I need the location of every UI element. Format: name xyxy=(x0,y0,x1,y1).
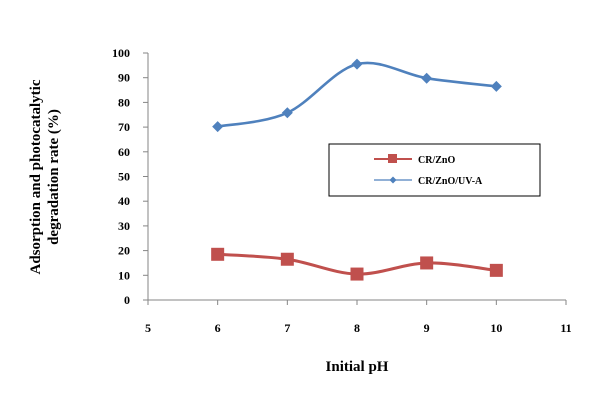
y-tick-label: 80 xyxy=(118,95,130,109)
data-point-diamond xyxy=(421,72,433,84)
x-tick-label: 11 xyxy=(560,321,571,335)
data-point-square xyxy=(280,252,294,266)
data-point-diamond xyxy=(212,121,224,133)
data-point-diamond xyxy=(490,80,502,92)
x-tick-label: 5 xyxy=(145,321,151,335)
y-tick-label: 20 xyxy=(118,244,130,258)
legend-label-cr-zno: CR/ZnO xyxy=(418,155,455,166)
series-cr-zno xyxy=(211,247,503,281)
legend-entry-cr-zno: CR/ZnO xyxy=(374,154,455,166)
y-tick-label: 50 xyxy=(118,170,130,184)
legend-entry-cr-zno-uv-a: CR/ZnO/UV-A xyxy=(374,176,483,187)
data-point-square xyxy=(489,263,503,277)
y-tick-label: 70 xyxy=(118,120,130,134)
legend-box xyxy=(328,143,541,197)
legend-marker-diamond xyxy=(389,176,397,184)
y-tick-label: 30 xyxy=(118,219,130,233)
data-point-diamond xyxy=(351,58,363,70)
y-axis-title: Adsorption and photocatalytic degradatio… xyxy=(28,79,62,274)
x-tick-label: 9 xyxy=(424,321,430,335)
y-axis-title-line2: degradation rate (%) xyxy=(46,109,62,245)
x-tick-label: 10 xyxy=(490,321,502,335)
y-tick-label: 100 xyxy=(112,46,130,60)
y-tick-label: 10 xyxy=(118,268,130,282)
series-cr-zno-uv-a xyxy=(212,58,502,133)
data-point-square xyxy=(211,247,225,261)
series-layer xyxy=(211,58,503,281)
legend-label-cr-zno-uv-a: CR/ZnO/UV-A xyxy=(418,176,483,187)
y-tick-label: 40 xyxy=(118,194,130,208)
x-tick-label: 7 xyxy=(284,321,290,335)
x-axis-title: Initial pH xyxy=(326,359,389,375)
data-point-square xyxy=(350,267,364,281)
legend: CR/ZnO CR/ZnO/UV-A xyxy=(328,143,541,197)
y-tick-label: 90 xyxy=(118,71,130,85)
data-point-diamond xyxy=(281,107,293,119)
y-axis-title-line1: Adsorption and photocatalytic xyxy=(28,79,44,274)
data-point-square xyxy=(420,256,434,270)
x-tick-label: 6 xyxy=(215,321,221,335)
series-line-cr-zno-uv-a xyxy=(217,61,497,128)
legend-marker-square xyxy=(388,154,397,163)
y-tick-label: 60 xyxy=(118,145,130,159)
y-tick-label: 0 xyxy=(124,293,130,307)
x-tick-label: 8 xyxy=(354,321,360,335)
x-axis-ticks: 5 6 7 8 9 10 11 xyxy=(145,300,572,335)
y-axis-ticks: 0 10 20 30 40 50 60 70 80 90 100 xyxy=(112,46,148,307)
